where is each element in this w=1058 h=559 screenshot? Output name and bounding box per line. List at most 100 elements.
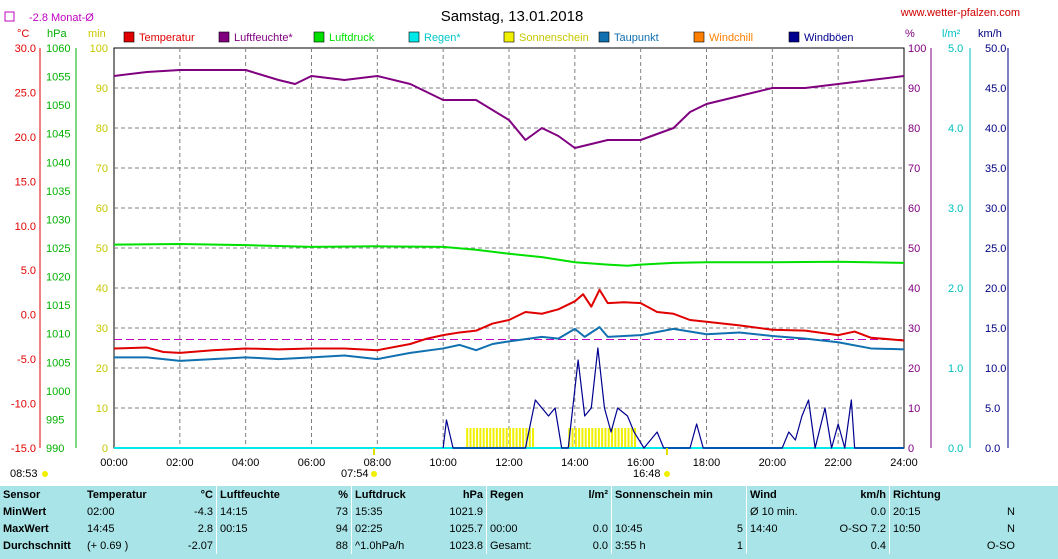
stats-cell: 1021.9: [449, 505, 483, 518]
stats-cell: 0.0: [592, 522, 608, 535]
stats-cell: -4.3: [194, 505, 213, 518]
sunshine-bar: [620, 428, 623, 448]
sunshine-bar: [476, 428, 479, 448]
pct-tick-label: 10: [908, 403, 920, 415]
time-tick-label: 24:00: [890, 457, 918, 469]
chart-grid: [113, 47, 905, 449]
stats-cell: 02:00: [87, 505, 115, 518]
stats-cell: 3:55 h: [611, 537, 716, 554]
stats-cell: Wind: [746, 486, 833, 503]
stats-cell: 0.0: [870, 505, 886, 518]
time-tick-label: 00:00: [100, 457, 128, 469]
stats-cell: [716, 486, 747, 503]
kmh-tick-label: 25.0: [985, 243, 1006, 255]
sunshine-bar: [479, 428, 482, 448]
sunshine-bar: [588, 428, 590, 448]
sunshine-bar: [532, 428, 535, 448]
stats-cell: 00:00: [486, 520, 565, 537]
kmh-tick-label: 15.0: [985, 323, 1006, 335]
min-tick-label: 30: [96, 323, 108, 335]
legend-label: Windchill: [709, 32, 753, 44]
kmh-tick-label: 40.0: [985, 123, 1006, 135]
sunshine-bar: [489, 428, 492, 448]
stats-cell: Durchschnitt: [3, 539, 71, 552]
hpa-tick-label: 1030: [46, 214, 70, 226]
sunshine-bar: [597, 428, 600, 448]
legend-label: Temperatur: [139, 32, 195, 44]
time-tick-label: 20:00: [759, 457, 787, 469]
stats-row: MaxWert 14:45 2.8 00:15 94 02:25 1025.7 00:00 0.…: [0, 520, 1018, 537]
legend-swatch: [218, 31, 230, 43]
sunshine-bar: [492, 428, 495, 448]
temp-unit-label: °C: [17, 28, 29, 40]
min-tick-label: 90: [96, 83, 108, 95]
sunshine-bar: [505, 428, 508, 448]
stats-cell: 1: [736, 539, 743, 552]
sunrise-prev-label: 08:53: [10, 468, 38, 480]
hpa-tick-label: 1000: [46, 386, 70, 398]
temp-tick-label: 15.0: [15, 176, 36, 188]
time-tick-label: 04:00: [232, 457, 260, 469]
temp-tick-label: 25.0: [15, 87, 36, 99]
stats-cell: 2.8: [197, 522, 213, 535]
sunshine-bar: [614, 428, 617, 448]
rain-tick-label: 0.0: [948, 443, 963, 455]
sunshine-bar: [607, 428, 610, 448]
sunshine-bar: [482, 428, 485, 448]
time-tick-label: 22:00: [824, 457, 852, 469]
kmh-tick-label: 35.0: [985, 163, 1006, 175]
stats-cell: 1025.7: [449, 522, 483, 535]
chart-title: Samstag, 13.01.2018: [441, 8, 584, 25]
sunshine-bar: [630, 428, 633, 448]
stats-cell: Regen: [486, 486, 565, 503]
sunshine-bar: [485, 428, 488, 448]
sunshine-bar: [591, 428, 594, 448]
sunshine-bar: [469, 428, 472, 448]
hpa-tick-label: 1020: [46, 272, 70, 284]
website-link[interactable]: www.wetter-pfalzen.com: [900, 7, 1020, 19]
stats-cell: 20:15: [889, 503, 980, 520]
stats-cell: O-SO: [986, 539, 1015, 552]
stats-cell: l/m²: [588, 488, 608, 501]
pct-tick-label: 80: [908, 123, 920, 135]
time-tick-label: 14:00: [561, 457, 589, 469]
stats-cell: [611, 503, 716, 520]
stats-cell: 00:15: [216, 520, 315, 537]
statistics-table: Sensor Temperatur °C Luftfeuchte% Luftdruck h…: [0, 486, 1058, 559]
sunshine-bar: [578, 428, 581, 448]
time-tick-label: 06:00: [298, 457, 326, 469]
stats-cell: hPa: [462, 488, 483, 501]
rain-tick-label: 1.0: [948, 363, 963, 375]
sunshine-bar: [528, 428, 531, 448]
hpa-tick-label: 1050: [46, 100, 70, 112]
min-tick-label: 0: [102, 443, 108, 455]
rain-tick-label: 2.0: [948, 283, 963, 295]
legend-label: Windböen: [804, 32, 854, 44]
min-tick-label: 70: [96, 163, 108, 175]
rain-unit-label: l/m²: [942, 28, 961, 40]
pct-tick-label: 50: [908, 243, 920, 255]
sunshine-bar: [611, 428, 614, 448]
kmh-tick-label: 30.0: [985, 203, 1006, 215]
rain-tick-label: 3.0: [948, 203, 963, 215]
min-tick-label: 10: [96, 403, 108, 415]
stats-cell: (+ 0.69 ): [87, 539, 129, 552]
time-tick-label: 16:00: [627, 457, 655, 469]
stats-cell: 0.0: [592, 539, 608, 552]
sunshine-bar: [518, 428, 521, 448]
legend-swatch: [788, 31, 800, 43]
legend-swatch: [598, 31, 610, 43]
kmh-tick-label: 5.0: [985, 403, 1000, 415]
pct-tick-label: 40: [908, 283, 920, 295]
sunshine-bar: [525, 428, 528, 448]
min-tick-label: 80: [96, 123, 108, 135]
time-tick-label: 08:00: [364, 457, 392, 469]
kmh-tick-label: 20.0: [985, 283, 1006, 295]
temp-tick-label: 30.0: [15, 43, 36, 55]
rain-tick-label: 4.0: [948, 123, 963, 135]
humidity-line: [113, 69, 905, 149]
sunshine-bar: [584, 428, 587, 448]
hpa-tick-label: 1055: [46, 72, 70, 84]
stats-cell: 14:45: [87, 522, 115, 535]
stats-cell: 14:40: [746, 520, 833, 537]
